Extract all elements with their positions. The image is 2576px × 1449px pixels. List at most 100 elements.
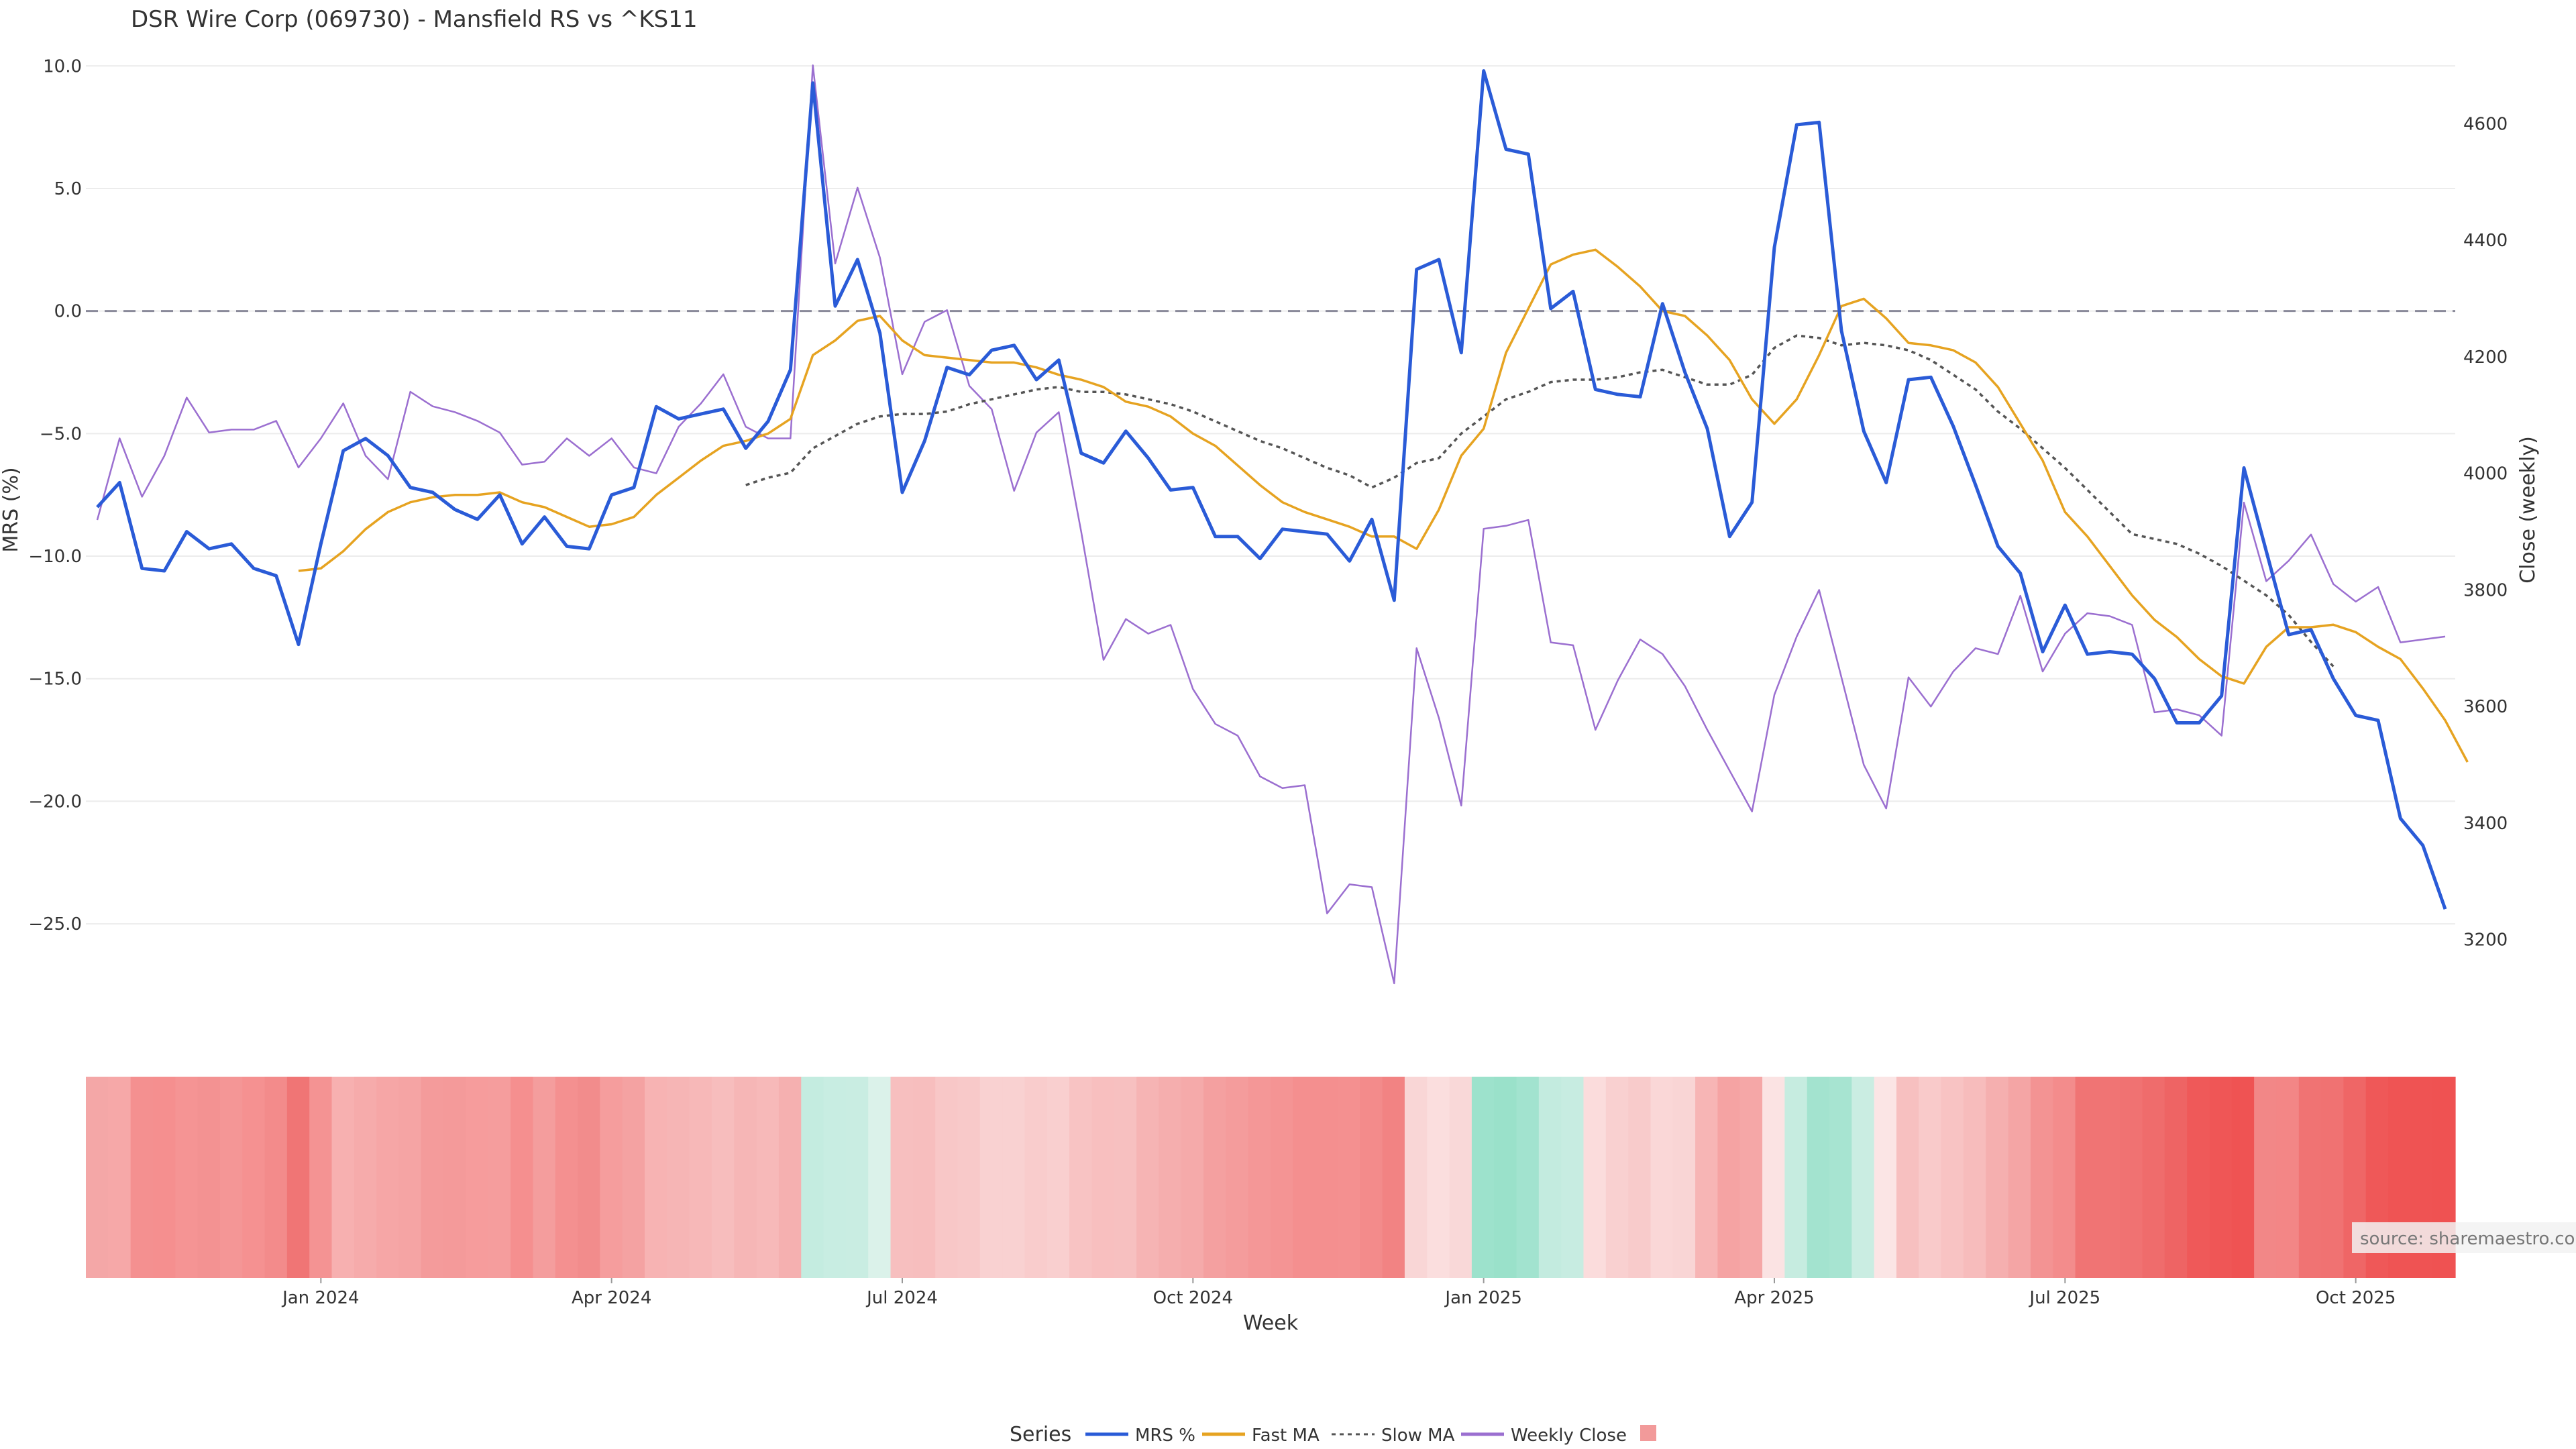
heatmap-cell [1605, 1077, 1629, 1278]
heatmap-cell [1293, 1077, 1316, 1278]
left-tick-label: −25.0 [28, 914, 82, 934]
heatmap-cell [421, 1077, 444, 1278]
heatmap-cell [2030, 1077, 2053, 1278]
heatmap-cell [108, 1077, 131, 1278]
legend: Series MRS % Fast MA Slow MA Weekly Close [1010, 1423, 1656, 1446]
right-tick-label: 4400 [2463, 231, 2508, 251]
left-tick-label: 5.0 [54, 179, 82, 199]
heatmap-cell [1807, 1077, 1830, 1278]
heatmap-strip [86, 1077, 2456, 1278]
heatmap-cell [935, 1077, 959, 1278]
x-tick-label: Oct 2025 [2316, 1288, 2396, 1308]
series-lines [96, 64, 2469, 985]
heatmap-cell [2053, 1077, 2076, 1278]
heatmap-cell [2142, 1077, 2165, 1278]
x-tick-label: Apr 2024 [572, 1288, 651, 1308]
source-note: source: sharemaestro.com [2360, 1229, 2576, 1249]
heatmap-cell [398, 1077, 422, 1278]
heatmap-cell [2187, 1077, 2210, 1278]
heatmap-cell [1516, 1077, 1540, 1278]
heatmap-cell [979, 1077, 1003, 1278]
legend-item-label: MRS % [1135, 1426, 1195, 1446]
heatmap-cell [309, 1077, 333, 1278]
legend-title: Series [1010, 1423, 1071, 1446]
heatmap-cell [645, 1077, 667, 1278]
heatmap-cell [1024, 1077, 1048, 1278]
heatmap-cell [1159, 1077, 1182, 1278]
heatmap-cell [219, 1077, 243, 1278]
heatmap-cell [823, 1077, 847, 1278]
left-tick-label: 0.0 [54, 302, 82, 322]
right-axis-title: Close (weekly) [2516, 436, 2540, 584]
heatmap-cell [1717, 1077, 1741, 1278]
left-tick-label: −20.0 [28, 792, 82, 812]
right-tick-label: 3400 [2463, 814, 2508, 834]
heatmap-cell [1382, 1077, 1405, 1278]
heatmap-cell [1739, 1077, 1763, 1278]
heatmap-cell [734, 1077, 757, 1278]
heatmap-cell [2120, 1077, 2143, 1278]
chart-title: DSR Wire Corp (069730) - Mansfield RS vs… [131, 6, 697, 33]
heatmap-cell [689, 1077, 712, 1278]
heatmap-cell [152, 1077, 176, 1278]
heatmap-cell [1874, 1077, 1897, 1278]
heatmap-cell [667, 1077, 690, 1278]
heatmap-cell [1046, 1077, 1070, 1278]
heatmap-cell [2097, 1077, 2121, 1278]
heatmap-cell [1203, 1077, 1226, 1278]
heatmap-cell [578, 1077, 600, 1278]
heatmap-cell [868, 1077, 892, 1278]
heatmap-cell [2008, 1077, 2031, 1278]
heatmap-cell [130, 1077, 154, 1278]
heatmap-cell [1829, 1077, 1852, 1278]
heatmap-cell [1583, 1077, 1607, 1278]
heatmap-cell [1919, 1077, 1942, 1278]
heatmap-cell [197, 1077, 221, 1278]
heatmap-cell [1784, 1077, 1808, 1278]
heatmap-cell [756, 1077, 780, 1278]
heatmap-cell [1315, 1077, 1338, 1278]
left-axis-title: MRS (%) [0, 467, 23, 552]
legend-item-label: Weekly Close [1511, 1426, 1627, 1446]
heatmap-cell [890, 1077, 914, 1278]
heatmap-cell [1941, 1077, 1964, 1278]
legend-item-label: Fast MA [1252, 1426, 1320, 1446]
heatmap-cell [2254, 1077, 2277, 1278]
heatmap-cell [488, 1077, 511, 1278]
x-tick-label: Apr 2025 [1734, 1288, 1814, 1308]
heatmap-cell [1986, 1077, 2009, 1278]
legend-item-label: Slow MA [1381, 1426, 1455, 1446]
heatmap-cell [912, 1077, 936, 1278]
x-tick-label: Jul 2025 [2028, 1288, 2100, 1308]
right-tick-label: 4000 [2463, 464, 2508, 484]
heatmap-cell [533, 1077, 556, 1278]
x-tick-label: Jan 2025 [1444, 1288, 1522, 1308]
heatmap-cell [1002, 1077, 1026, 1278]
heatmap-cell [1896, 1077, 1919, 1278]
heatmap-cell [1851, 1077, 1875, 1278]
heatmap-cell [1538, 1077, 1562, 1278]
right-tick-label: 4600 [2463, 114, 2508, 134]
heatmap-cell [2321, 1077, 2344, 1278]
heatmap-cell [1248, 1077, 1271, 1278]
heatmap-cell [1271, 1077, 1293, 1278]
left-tick-label: 10.0 [43, 56, 82, 76]
x-tick-label: Oct 2024 [1153, 1288, 1233, 1308]
right-tick-label: 3600 [2463, 697, 2508, 717]
heatmap-cell [242, 1077, 266, 1278]
heatmap-cell [622, 1077, 645, 1278]
heatmap-cell [778, 1077, 802, 1278]
right-tick-label: 3200 [2463, 930, 2508, 951]
heatmap-cell [511, 1077, 534, 1278]
heatmap-cell [555, 1077, 578, 1278]
heatmap-cell [1762, 1077, 1785, 1278]
left-tick-label: −5.0 [40, 424, 82, 444]
heatmap-cell [466, 1077, 489, 1278]
heatmap-cell [1091, 1077, 1115, 1278]
right-tick-label: 4200 [2463, 347, 2508, 368]
heatmap-cell [2276, 1077, 2300, 1278]
heatmap-cell [354, 1077, 377, 1278]
x-tick-label: Jan 2024 [281, 1288, 360, 1308]
heatmap-cell [1471, 1077, 1495, 1278]
